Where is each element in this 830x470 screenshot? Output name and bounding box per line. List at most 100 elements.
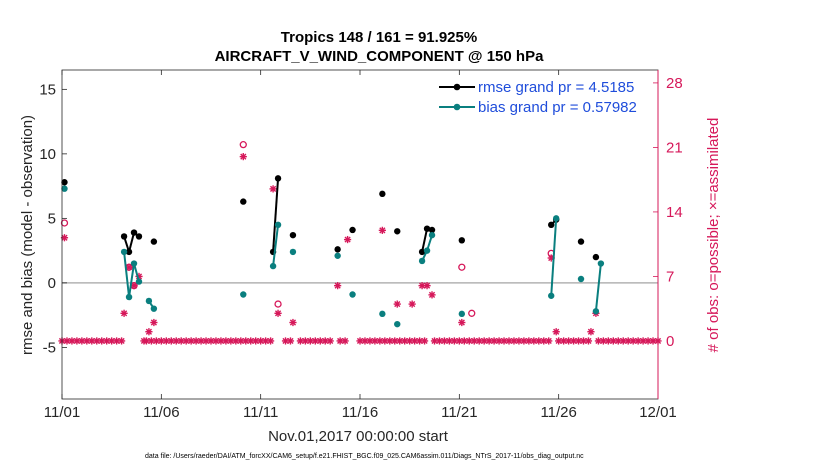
rmse-marker xyxy=(240,198,247,205)
obs-assimilated-zero-marker xyxy=(500,337,508,345)
bias-segment xyxy=(594,263,602,312)
rmse-marker xyxy=(577,238,585,245)
obs-assimilated-marker xyxy=(393,300,401,308)
obs-assimilated-zero-marker xyxy=(545,337,553,345)
obs-assimilated-marker xyxy=(274,309,282,317)
axes-layer: 11/01 11/06 11/11 11/16 11/21 11/26 12/01 -5 0 5 1… xyxy=(39,70,683,421)
bias-marker xyxy=(548,292,555,299)
obs-assimilated-zero-marker xyxy=(584,337,593,345)
obs-assimilated-zero-marker xyxy=(604,337,612,345)
marks-layer xyxy=(58,140,662,345)
obs-assimilated-marker xyxy=(418,282,426,290)
obs-assimilated-marker xyxy=(150,318,158,327)
x-tick-label: 11/21 xyxy=(441,404,477,421)
chart-title-line1: Tropics 148 / 161 = 91.925% xyxy=(281,29,477,46)
obs-assimilated-zero-marker xyxy=(465,337,473,345)
obs-assimilated-zero-marker xyxy=(396,337,404,345)
x-tick-label: 11/01 xyxy=(44,404,80,421)
obs-assimilated-zero-marker xyxy=(281,337,290,345)
bias-marker xyxy=(61,185,68,192)
rmse-segment xyxy=(128,232,135,253)
plot-area xyxy=(62,70,658,399)
obs-assimilated-zero-marker xyxy=(98,337,106,345)
obs-assimilated-zero-marker xyxy=(93,337,101,345)
bias-marker xyxy=(130,260,138,267)
bias-marker xyxy=(274,221,282,229)
obs-assimilated-marker xyxy=(378,226,386,234)
obs-assimilated-zero-marker xyxy=(192,337,200,345)
y-axis-right-label: # of obs: o=possible; ×=assimilated xyxy=(705,118,722,353)
bias-marker xyxy=(349,291,356,298)
obs-assimilated-marker xyxy=(334,282,342,290)
obs-assimilated-zero-marker xyxy=(579,337,588,345)
chart-title-line2: AIRCRAFT_V_WIND_COMPONENT @ 150 hPa xyxy=(215,48,545,65)
obs-assimilated-zero-marker xyxy=(202,337,210,345)
rmse-marker xyxy=(289,231,297,239)
bias-marker xyxy=(379,310,386,318)
y-right-tick-label: 28 xyxy=(666,75,683,92)
rmse-marker xyxy=(61,179,68,186)
legend-rmse-marker xyxy=(453,83,461,91)
rmse-segment xyxy=(421,228,429,253)
rmse-marker xyxy=(125,248,133,256)
obs-assimilated-marker xyxy=(458,318,466,327)
y-right-tick-label: 14 xyxy=(666,204,683,221)
rmse-marker xyxy=(150,238,158,245)
bias-marker xyxy=(418,257,426,265)
obs-assimilated-marker xyxy=(145,328,153,336)
legend-bias-label: bias grand pr = 0.57982 xyxy=(478,99,637,116)
bias-marker xyxy=(289,248,297,256)
obs-assimilated-zero-marker xyxy=(420,337,429,345)
legend: rmse grand pr = 4.5185 bias grand pr = 0… xyxy=(439,79,637,116)
obs-assimilated-zero-marker xyxy=(530,337,538,345)
bias-marker xyxy=(597,260,605,267)
obs-assimilated-marker xyxy=(120,309,128,317)
obs-assimilated-zero-marker xyxy=(212,337,220,345)
obs-assimilated-zero-marker xyxy=(262,337,270,345)
bias-marker xyxy=(240,291,247,298)
rmse-marker xyxy=(394,228,401,235)
obs-assimilated-marker xyxy=(239,153,247,161)
bias-marker xyxy=(577,275,585,283)
bias-segment xyxy=(272,224,280,267)
obs-possible-marker xyxy=(60,219,69,227)
data-file-footer: data file: /Users/raeder/DAI/ATM_forcXX/… xyxy=(145,453,584,460)
obs-assimilated-zero-marker xyxy=(326,337,334,345)
rmse-marker xyxy=(548,221,555,229)
legend-bias-marker xyxy=(453,103,461,111)
bias-marker xyxy=(394,320,401,328)
obs-assimilated-marker xyxy=(343,235,352,244)
bias-marker xyxy=(150,305,158,312)
y-left-tick-label: -5 xyxy=(43,339,56,356)
rmse-marker xyxy=(135,233,143,240)
x-tick-label: 11/26 xyxy=(540,404,576,421)
rmse-marker xyxy=(418,248,426,256)
obs-assimilated-zero-marker xyxy=(619,337,627,345)
rmse-marker xyxy=(379,190,386,198)
bias-marker xyxy=(125,293,133,301)
obs-assimilated-marker xyxy=(552,328,560,336)
rmse-marker xyxy=(349,226,356,234)
obs-assimilated-marker xyxy=(269,185,277,193)
bias-marker xyxy=(428,231,436,239)
rmse-marker xyxy=(120,233,128,240)
rmse-marker xyxy=(334,246,341,253)
obs-assimilated-zero-marker xyxy=(475,337,483,345)
y-right-tick-label: 7 xyxy=(666,268,674,285)
bias-marker xyxy=(334,252,341,259)
obs-assimilated-zero-marker xyxy=(336,337,344,345)
rmse-segment xyxy=(272,178,280,252)
rmse-marker xyxy=(458,237,466,244)
rmse-marker xyxy=(423,225,431,232)
obs-assimilated-zero-marker xyxy=(624,337,632,345)
obs-assimilated-zero-marker xyxy=(267,337,275,345)
bias-marker xyxy=(592,308,600,315)
bias-segment xyxy=(550,218,558,296)
rmse-marker xyxy=(592,253,600,261)
y-axis-left-label: rmse and bias (model - observation) xyxy=(19,115,36,355)
bias-marker xyxy=(423,247,431,254)
bias-segment xyxy=(123,251,131,298)
obs-assimilated-zero-marker xyxy=(490,337,498,345)
obs-assimilated-zero-marker xyxy=(88,337,96,345)
